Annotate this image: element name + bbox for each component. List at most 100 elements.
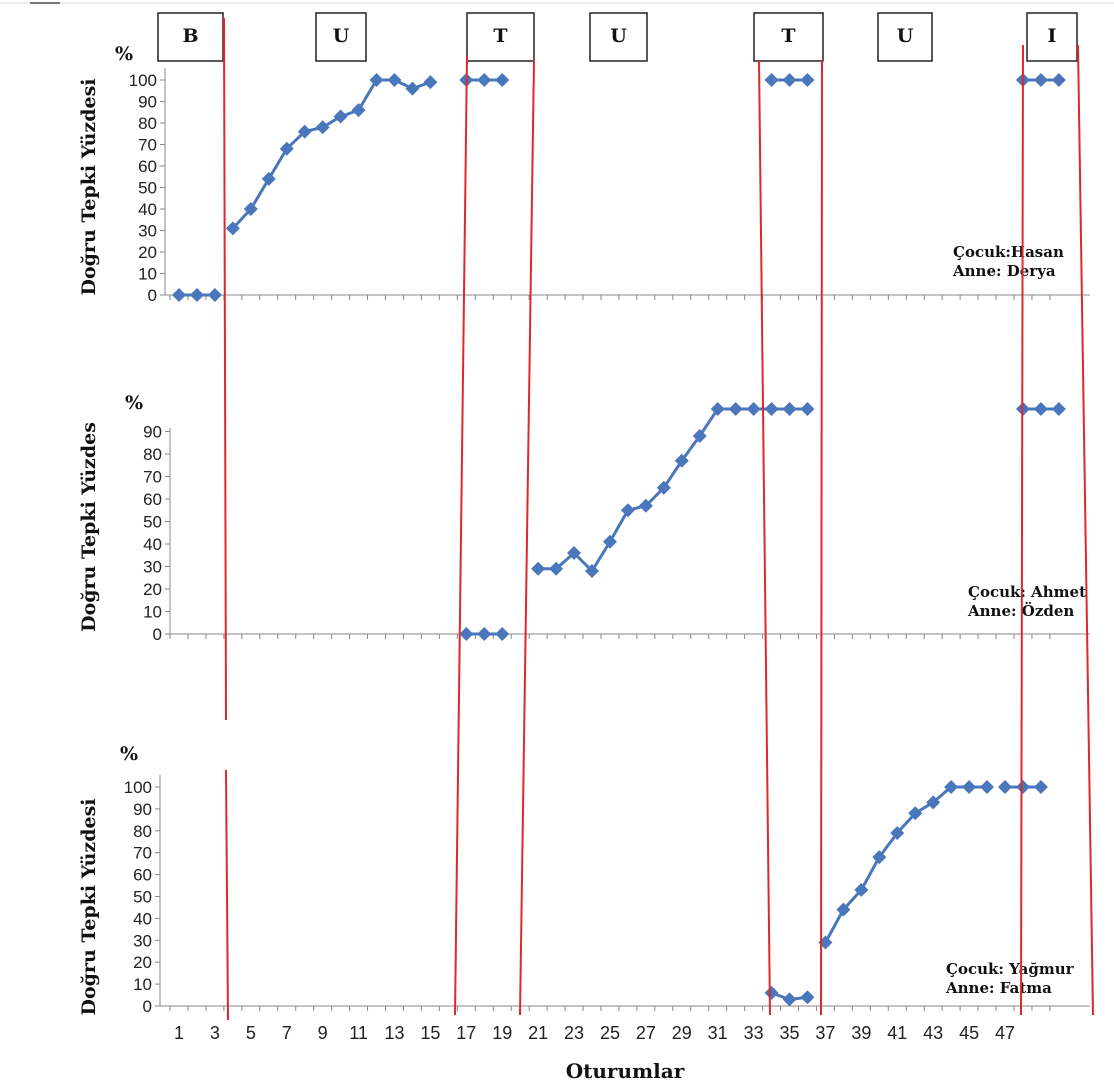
data-point: [890, 825, 905, 840]
phase-box-frame: [157, 12, 224, 62]
phase-box: U: [589, 12, 648, 62]
phase-change-lines: [223, 17, 1094, 1021]
chart-panel-3: 0 10 20 30 40 50 60 70 80 90 100% Doğru Tepki Yüzde…: [78, 743, 1090, 1083]
y-tick-label: 90: [143, 423, 162, 442]
data-point: [1033, 402, 1048, 416]
chart-panel-1: 0 10 20 30 40 50 60 70 80 90 100% Doğru Tepki Yüzde…: [78, 43, 1090, 305]
y-tick-label: 30: [138, 222, 157, 241]
y-tick-label: 40: [138, 200, 157, 219]
y-tick-label: 40: [133, 909, 152, 928]
participant-label: Çocuk:Hasan: [953, 243, 1064, 261]
phase-box: I: [1026, 12, 1078, 62]
phase-change-line: [820, 59, 823, 1016]
participant-label: Çocuk: Ahmet: [968, 583, 1086, 601]
participant-label: Çocuk: Yağmur: [946, 960, 1075, 978]
x-tick-label: 35: [780, 1023, 800, 1043]
y-tick-label: 20: [133, 953, 152, 972]
x-tick-label: 5: [246, 1023, 256, 1043]
data-point: [315, 120, 330, 135]
y-tick-label: 60: [143, 490, 162, 509]
x-tick-label: 3: [210, 1023, 220, 1043]
x-tick-label: 1: [174, 1023, 184, 1043]
y-tick-label: 90: [138, 93, 157, 112]
data-point: [459, 627, 474, 641]
y-tick-label: 50: [133, 888, 152, 907]
data-point: [279, 141, 294, 156]
x-tick-label: 43: [923, 1023, 943, 1043]
data-point: [225, 221, 240, 236]
series-line: [824, 785, 988, 944]
data-point: [495, 73, 510, 87]
y-axis-label: Doğru Tepki Yüzdesi: [78, 798, 100, 1015]
y-tick-label: 10: [133, 975, 152, 994]
phase-label: U: [897, 25, 914, 47]
data-point: [800, 990, 815, 1005]
data-point: [477, 627, 492, 641]
percent-symbol: %: [115, 43, 133, 65]
y-tick-label: 30: [143, 558, 162, 577]
data-point: [423, 75, 438, 90]
data-point: [1015, 780, 1030, 794]
x-tick-label: 19: [492, 1023, 512, 1043]
phase-label: T: [781, 25, 795, 47]
phase-box-frame: [753, 12, 824, 62]
data-point: [495, 627, 510, 641]
data-point: [854, 882, 869, 897]
phase-change-line: [758, 59, 771, 1016]
data-point: [764, 402, 779, 416]
data-point: [387, 73, 402, 87]
y-tick-label: 70: [133, 844, 152, 863]
series-line: [231, 78, 431, 230]
data-point: [782, 73, 797, 87]
data-point: [585, 564, 599, 578]
participant-label: Anne: Fatma: [945, 979, 1052, 997]
data-point: [620, 503, 635, 518]
y-tick-label: 0: [153, 625, 162, 644]
data-point: [549, 561, 564, 576]
data-point: [944, 780, 959, 794]
data-point: [764, 985, 779, 1000]
y-tick-label: 50: [143, 513, 162, 532]
y-tick-label: 20: [138, 243, 157, 262]
x-tick-label: 45: [959, 1023, 979, 1043]
y-tick-label: 80: [143, 445, 162, 464]
data-point: [962, 780, 977, 794]
data-point: [782, 402, 797, 416]
data-point: [908, 806, 923, 821]
data-point: [1033, 780, 1048, 794]
percent-symbol: %: [125, 392, 143, 414]
x-axis-title: Oturumlar: [566, 1059, 685, 1083]
x-tick-label: 25: [600, 1023, 620, 1043]
y-tick-label: 0: [148, 286, 157, 305]
y-tick-label: 70: [143, 468, 162, 487]
phase-change-line: [223, 17, 227, 721]
data-point: [243, 202, 258, 216]
phase-label: I: [1048, 25, 1057, 47]
y-tick-label: 40: [143, 535, 162, 554]
data-point: [638, 498, 653, 513]
x-tick-label: 39: [851, 1023, 871, 1043]
data-point: [369, 73, 384, 87]
participant-label: Anne: Özden: [967, 601, 1074, 620]
data-point: [782, 992, 797, 1007]
phase-box: B: [157, 12, 224, 62]
phase-box-frame: [589, 12, 648, 62]
percent-symbol: %: [120, 743, 138, 765]
phase-label: B: [182, 25, 198, 47]
y-tick-label: 100: [129, 71, 157, 90]
phase-box: T: [466, 12, 535, 62]
data-point: [261, 171, 276, 186]
series-line: [538, 407, 808, 574]
x-tick-label: 37: [815, 1023, 835, 1043]
data-point: [207, 288, 222, 302]
y-tick-label: 10: [143, 603, 162, 622]
data-point: [189, 288, 204, 302]
phase-change-line: [1077, 44, 1094, 1016]
x-tick-label: 23: [564, 1023, 584, 1043]
data-point: [405, 81, 420, 96]
data-point: [297, 124, 312, 139]
phase-box-frame: [466, 12, 535, 62]
chart-panel-2: 0 10 20 30 40 50 60 70 80 90% Doğru Tepki Yüzdes Ço…: [78, 392, 1090, 644]
x-tick-label: 31: [708, 1023, 728, 1043]
